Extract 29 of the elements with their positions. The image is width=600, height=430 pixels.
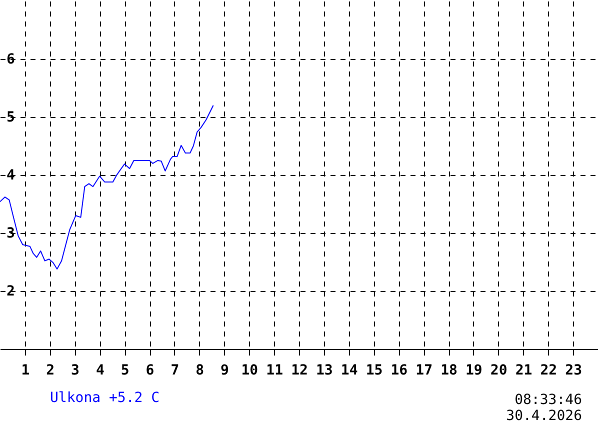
x-tick-label: 7 <box>170 362 180 378</box>
x-tick-label: 1 <box>21 362 30 378</box>
line-series <box>0 104 214 270</box>
x-tick-label: 11 <box>266 362 284 378</box>
x-tick-label: 19 <box>465 362 482 378</box>
text: 30.4.2026 <box>506 408 582 424</box>
x-tick-label: 16 <box>390 362 408 378</box>
x-tick-label: 21 <box>515 362 532 378</box>
x-tick-label: 13 <box>316 362 333 378</box>
x-tick-label: 2 <box>46 362 55 378</box>
y-tick-label: 6 <box>6 52 15 68</box>
x-tick-label: 6 <box>146 362 154 378</box>
x-tick-label: 4 <box>96 362 104 378</box>
text: 08:33:46 <box>514 392 582 408</box>
x-tick-label: 9 <box>220 362 229 378</box>
x-tick-label: 15 <box>366 362 383 378</box>
x-tick-label: 5 <box>120 362 130 378</box>
x-tick-label: 18 <box>440 362 458 378</box>
x-tick-label: 17 <box>416 362 433 378</box>
x-tick-label: 10 <box>241 362 258 378</box>
x-tick-label: 23 <box>565 362 582 378</box>
x-tick-label: 12 <box>291 362 308 378</box>
y-tick-label: 2 <box>6 284 15 300</box>
x-tick-label: 14 <box>340 362 358 378</box>
x-tick-label: 8 <box>196 362 204 378</box>
text: Ulkona +5.2 C <box>50 390 160 406</box>
x-tick-label: 20 <box>490 362 508 378</box>
x-tick-label: 3 <box>71 362 80 378</box>
x-tick-label: 22 <box>540 362 558 378</box>
